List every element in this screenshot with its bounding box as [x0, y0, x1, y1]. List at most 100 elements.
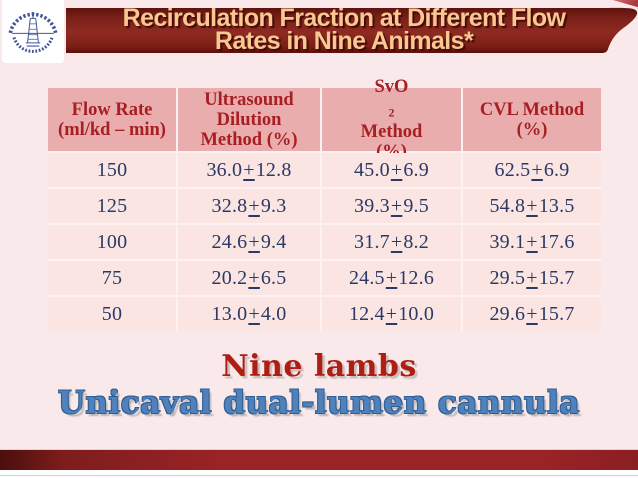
header-text: (ml/kd – min) [58, 119, 166, 140]
header-text: SvO 2 Method [361, 77, 423, 143]
banner-corner-decoration [612, 0, 638, 8]
header-text: Dilution [216, 109, 282, 130]
header-text: Ultrasound [204, 89, 294, 110]
value: 75 [101, 266, 123, 289]
sd: 12.6 [398, 266, 435, 289]
footer-base-strip [0, 470, 638, 478]
cell-ultrasound: 20.2 +6.5 [178, 261, 320, 295]
mean: 32.8 [211, 194, 248, 217]
sd: 9.3 [260, 194, 287, 217]
cell-ultrasound: 13.0 +4.0 [178, 297, 320, 331]
mean: 13.0 [211, 302, 248, 325]
cell-svo2: 45.0 +6.9 [322, 153, 461, 187]
value: 50 [101, 302, 123, 325]
cell-svo2: 24.5 +12.6 [322, 261, 461, 295]
sd: 15.7 [538, 302, 575, 325]
plus-minus-sign: + [248, 194, 260, 217]
sd: 4.0 [260, 302, 287, 325]
slide-title-line2: Rates in Nine Animals* [214, 27, 474, 55]
mean: 62.5 [494, 158, 531, 181]
col-header-cvl: CVL Method (%) [463, 88, 601, 151]
plus-minus-sign: + [248, 302, 260, 325]
value: 150 [96, 158, 128, 181]
university-logo [2, 0, 64, 63]
mean: 45.0 [354, 158, 390, 181]
mean: 12.4 [348, 302, 385, 325]
plus-minus-sign: + [531, 158, 543, 181]
mean: 39.1 [489, 230, 526, 253]
mean: 24.6 [211, 230, 248, 253]
header-text: Method (%) [200, 129, 298, 150]
plus-minus-sign: + [248, 230, 260, 253]
header-text: Method [360, 122, 423, 143]
mean: 39.3 [354, 194, 390, 217]
cell-svo2: 12.4 +10.0 [322, 297, 461, 331]
cell-flow-rate: 50 [48, 297, 176, 331]
plus-minus-sign: + [526, 266, 538, 289]
university-seal-icon [8, 11, 58, 53]
sd: 6.9 [403, 158, 429, 181]
mean: 36.0 [206, 158, 243, 181]
slide-title-line1: Recirculation Fraction at Different Flow [122, 4, 566, 32]
plus-minus-sign: + [390, 230, 403, 253]
cell-svo2: 31.7 +8.2 [322, 225, 461, 259]
footer-accent-bar [0, 449, 638, 470]
mean: 54.8 [489, 194, 526, 217]
value: 100 [96, 230, 128, 253]
cell-cvl: 54.8 +13.5 [463, 189, 601, 223]
mean: 20.2 [211, 266, 248, 289]
sd: 9.4 [260, 230, 287, 253]
caption-cannula: Unicaval dual-lumen cannula [57, 385, 581, 421]
sd: 12.8 [255, 158, 292, 181]
sd: 10.0 [398, 302, 435, 325]
plus-minus-sign: + [248, 266, 260, 289]
header-text: SvO [374, 76, 409, 97]
sd: 17.6 [538, 230, 575, 253]
sd: 6.9 [543, 158, 570, 181]
col-header-flow-rate: Flow Rate (ml/kd – min) [48, 88, 176, 151]
title-banner [66, 5, 638, 55]
sd: 8.2 [403, 230, 429, 253]
plus-minus-sign: + [385, 302, 398, 325]
plus-minus-sign: + [526, 302, 538, 325]
header-text: CVL Method [479, 99, 585, 120]
plus-minus-sign: + [243, 158, 255, 181]
sd: 6.5 [260, 266, 287, 289]
cell-flow-rate: 75 [48, 261, 176, 295]
subscript: 2 [388, 105, 395, 120]
slide-caption: Nine lambs Unicaval dual-lumen cannula [0, 349, 638, 422]
cell-cvl: 29.5 +15.7 [463, 261, 601, 295]
sd: 9.5 [403, 194, 429, 217]
caption-nine-lambs: Nine lambs [221, 349, 417, 384]
cell-flow-rate: 100 [48, 225, 176, 259]
cell-cvl: 39.1 +17.6 [463, 225, 601, 259]
sd: 13.5 [538, 194, 575, 217]
header-text: (%) [516, 119, 548, 140]
cell-cvl: 62.5 +6.9 [463, 153, 601, 187]
recirculation-table: Flow Rate (ml/kd – min) Ultrasound Dilut… [48, 77, 601, 331]
plus-minus-sign: + [390, 158, 403, 181]
cell-ultrasound: 24.6 +9.4 [178, 225, 320, 259]
plus-minus-sign: + [526, 230, 538, 253]
mean: 29.5 [489, 266, 526, 289]
plus-minus-sign: + [385, 266, 398, 289]
plus-minus-sign: + [526, 194, 538, 217]
cell-ultrasound: 36.0 +12.8 [178, 153, 320, 187]
plus-minus-sign: + [390, 194, 403, 217]
slide-title: Recirculation Fraction at Different Flow… [66, 4, 622, 55]
value: 125 [96, 194, 128, 217]
banner-ribbon-shape [66, 7, 638, 54]
mean: 29.6 [489, 302, 526, 325]
cell-flow-rate: 125 [48, 189, 176, 223]
col-header-ultrasound-dilution: Ultrasound Dilution Method (%) [178, 88, 320, 151]
footer-divider-line [0, 475, 638, 476]
cell-svo2: 39.3 +9.5 [322, 189, 461, 223]
sd: 15.7 [538, 266, 575, 289]
mean: 31.7 [354, 230, 390, 253]
mean: 24.5 [348, 266, 385, 289]
cell-flow-rate: 150 [48, 153, 176, 187]
cell-ultrasound: 32.8 +9.3 [178, 189, 320, 223]
header-text: Flow Rate [71, 99, 153, 120]
